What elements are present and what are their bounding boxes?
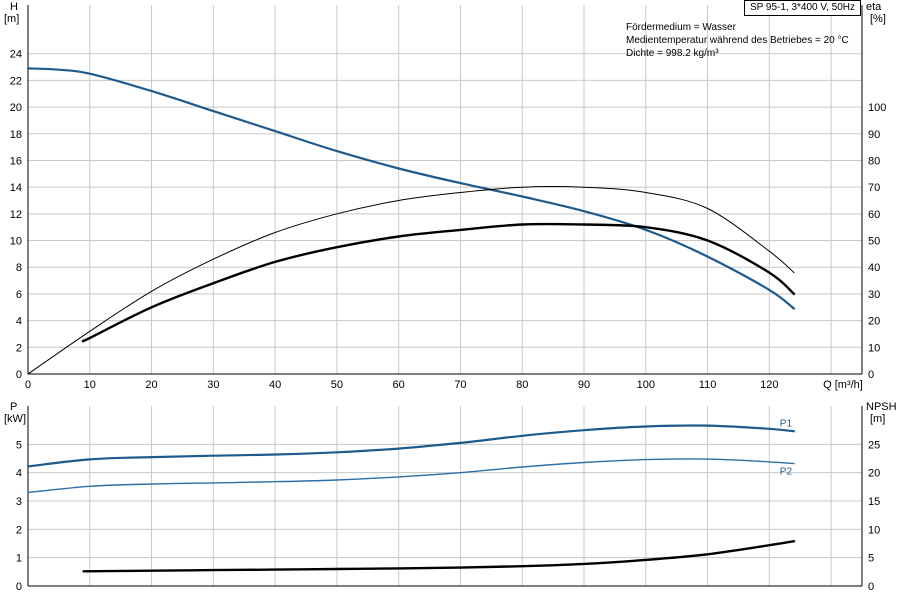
y-left-tick-label: 1	[16, 553, 22, 565]
y-right-axis-title: eta	[866, 1, 882, 13]
y-left-tick-label: 22	[10, 75, 22, 87]
y-left-tick-label: 2	[16, 524, 22, 536]
x-tick-label: 110	[699, 379, 717, 391]
y-left-tick-label: 6	[16, 289, 22, 301]
x-tick-label: 40	[269, 379, 281, 391]
pump-model-label: SP 95-1, 3*400 V, 50Hz	[744, 0, 861, 16]
series-line-top-2	[81, 222, 796, 343]
y-left-tick-label: 14	[10, 182, 22, 194]
y-left-tick-label: 4	[16, 316, 22, 328]
x-tick-label: 70	[454, 379, 466, 391]
series-line-p1	[26, 424, 796, 468]
temperature-line: Medientemperatur während des Betriebes =…	[626, 35, 849, 46]
medium-line: Fördermedium = Wasser	[626, 22, 736, 33]
x-tick-label: 60	[393, 379, 405, 391]
y-right-tick-label: 20	[868, 468, 880, 480]
y-left-axis-title: H	[10, 1, 18, 13]
x-axis-title: Q [m³/h]	[823, 379, 863, 391]
y-right-tick-label: 0	[868, 581, 874, 593]
medium-info: Fördermedium = Wasser Medientemperatur w…	[626, 21, 849, 60]
chart-series: P1 P2	[26, 67, 796, 573]
y-right-tick-label: 25	[868, 439, 880, 451]
y-right-axis-title: NPSH	[866, 401, 897, 413]
y-left-tick-label: 10	[10, 236, 22, 248]
bottom-chart-grid	[28, 406, 862, 586]
y-left-axis-unit: [m]	[4, 13, 19, 25]
y-left-tick-label: 4	[16, 468, 22, 480]
y-right-tick-label: 40	[868, 262, 880, 274]
series-line-bottom-2	[82, 540, 796, 573]
y-left-tick-label: 8	[16, 262, 22, 274]
x-tick-label: 50	[331, 379, 343, 391]
x-tick-label: 100	[637, 379, 655, 391]
y-left-tick-label: 0	[16, 369, 22, 381]
x-tick-label: 90	[578, 379, 590, 391]
series-line-top-0	[26, 67, 796, 310]
y-left-tick-label: 16	[10, 155, 22, 167]
y-right-tick-label: 80	[868, 155, 880, 167]
y-left-axis-title: P	[10, 401, 17, 413]
y-right-tick-label: 50	[868, 236, 880, 248]
y-right-axis-unit: [m]	[870, 413, 885, 425]
y-left-tick-label: 24	[10, 49, 22, 61]
y-left-tick-label: 2	[16, 342, 22, 354]
series-line-p2	[27, 458, 795, 494]
x-tick-label: 10	[84, 379, 96, 391]
x-tick-label: 80	[516, 379, 528, 391]
series-line-top-1	[27, 186, 795, 375]
y-left-tick-label: 5	[16, 439, 22, 451]
x-tick-label: 20	[145, 379, 157, 391]
y-right-tick-label: 20	[868, 316, 880, 328]
y-right-tick-label: 0	[868, 369, 874, 381]
y-right-tick-label: 70	[868, 182, 880, 194]
y-right-tick-label: 100	[868, 102, 886, 114]
y-left-tick-label: 20	[10, 102, 22, 114]
y-right-tick-label: 60	[868, 209, 880, 221]
y-right-tick-label: 15	[868, 496, 880, 508]
y-right-tick-label: 10	[868, 342, 880, 354]
chart-frames	[27, 5, 863, 587]
top-chart-grid	[28, 5, 862, 374]
series-label-p2: P2	[780, 467, 793, 478]
x-tick-label: 30	[207, 379, 219, 391]
axis-tick-labels: 0246810121416182022240102030405060708090…	[10, 49, 887, 593]
density-line: Dichte = 998.2 kg/m³	[626, 48, 719, 59]
y-left-tick-label: 3	[16, 496, 22, 508]
y-right-tick-label: 5	[868, 553, 874, 565]
y-right-tick-label: 30	[868, 289, 880, 301]
y-left-tick-label: 12	[10, 209, 22, 221]
y-right-tick-label: 10	[868, 524, 880, 536]
x-tick-label: 120	[760, 379, 778, 391]
x-tick-label: 0	[25, 379, 31, 391]
y-right-tick-label: 90	[868, 129, 880, 141]
y-left-axis-unit: [kW]	[4, 413, 26, 425]
y-right-axis-unit: [%]	[870, 13, 886, 25]
y-left-tick-label: 18	[10, 129, 22, 141]
series-label-p1: P1	[780, 418, 793, 429]
y-left-tick-label: 0	[16, 581, 22, 593]
axis-titles: H[m]eta[%]Q [m³/h]P[kW]NPSH[m]	[4, 1, 897, 425]
